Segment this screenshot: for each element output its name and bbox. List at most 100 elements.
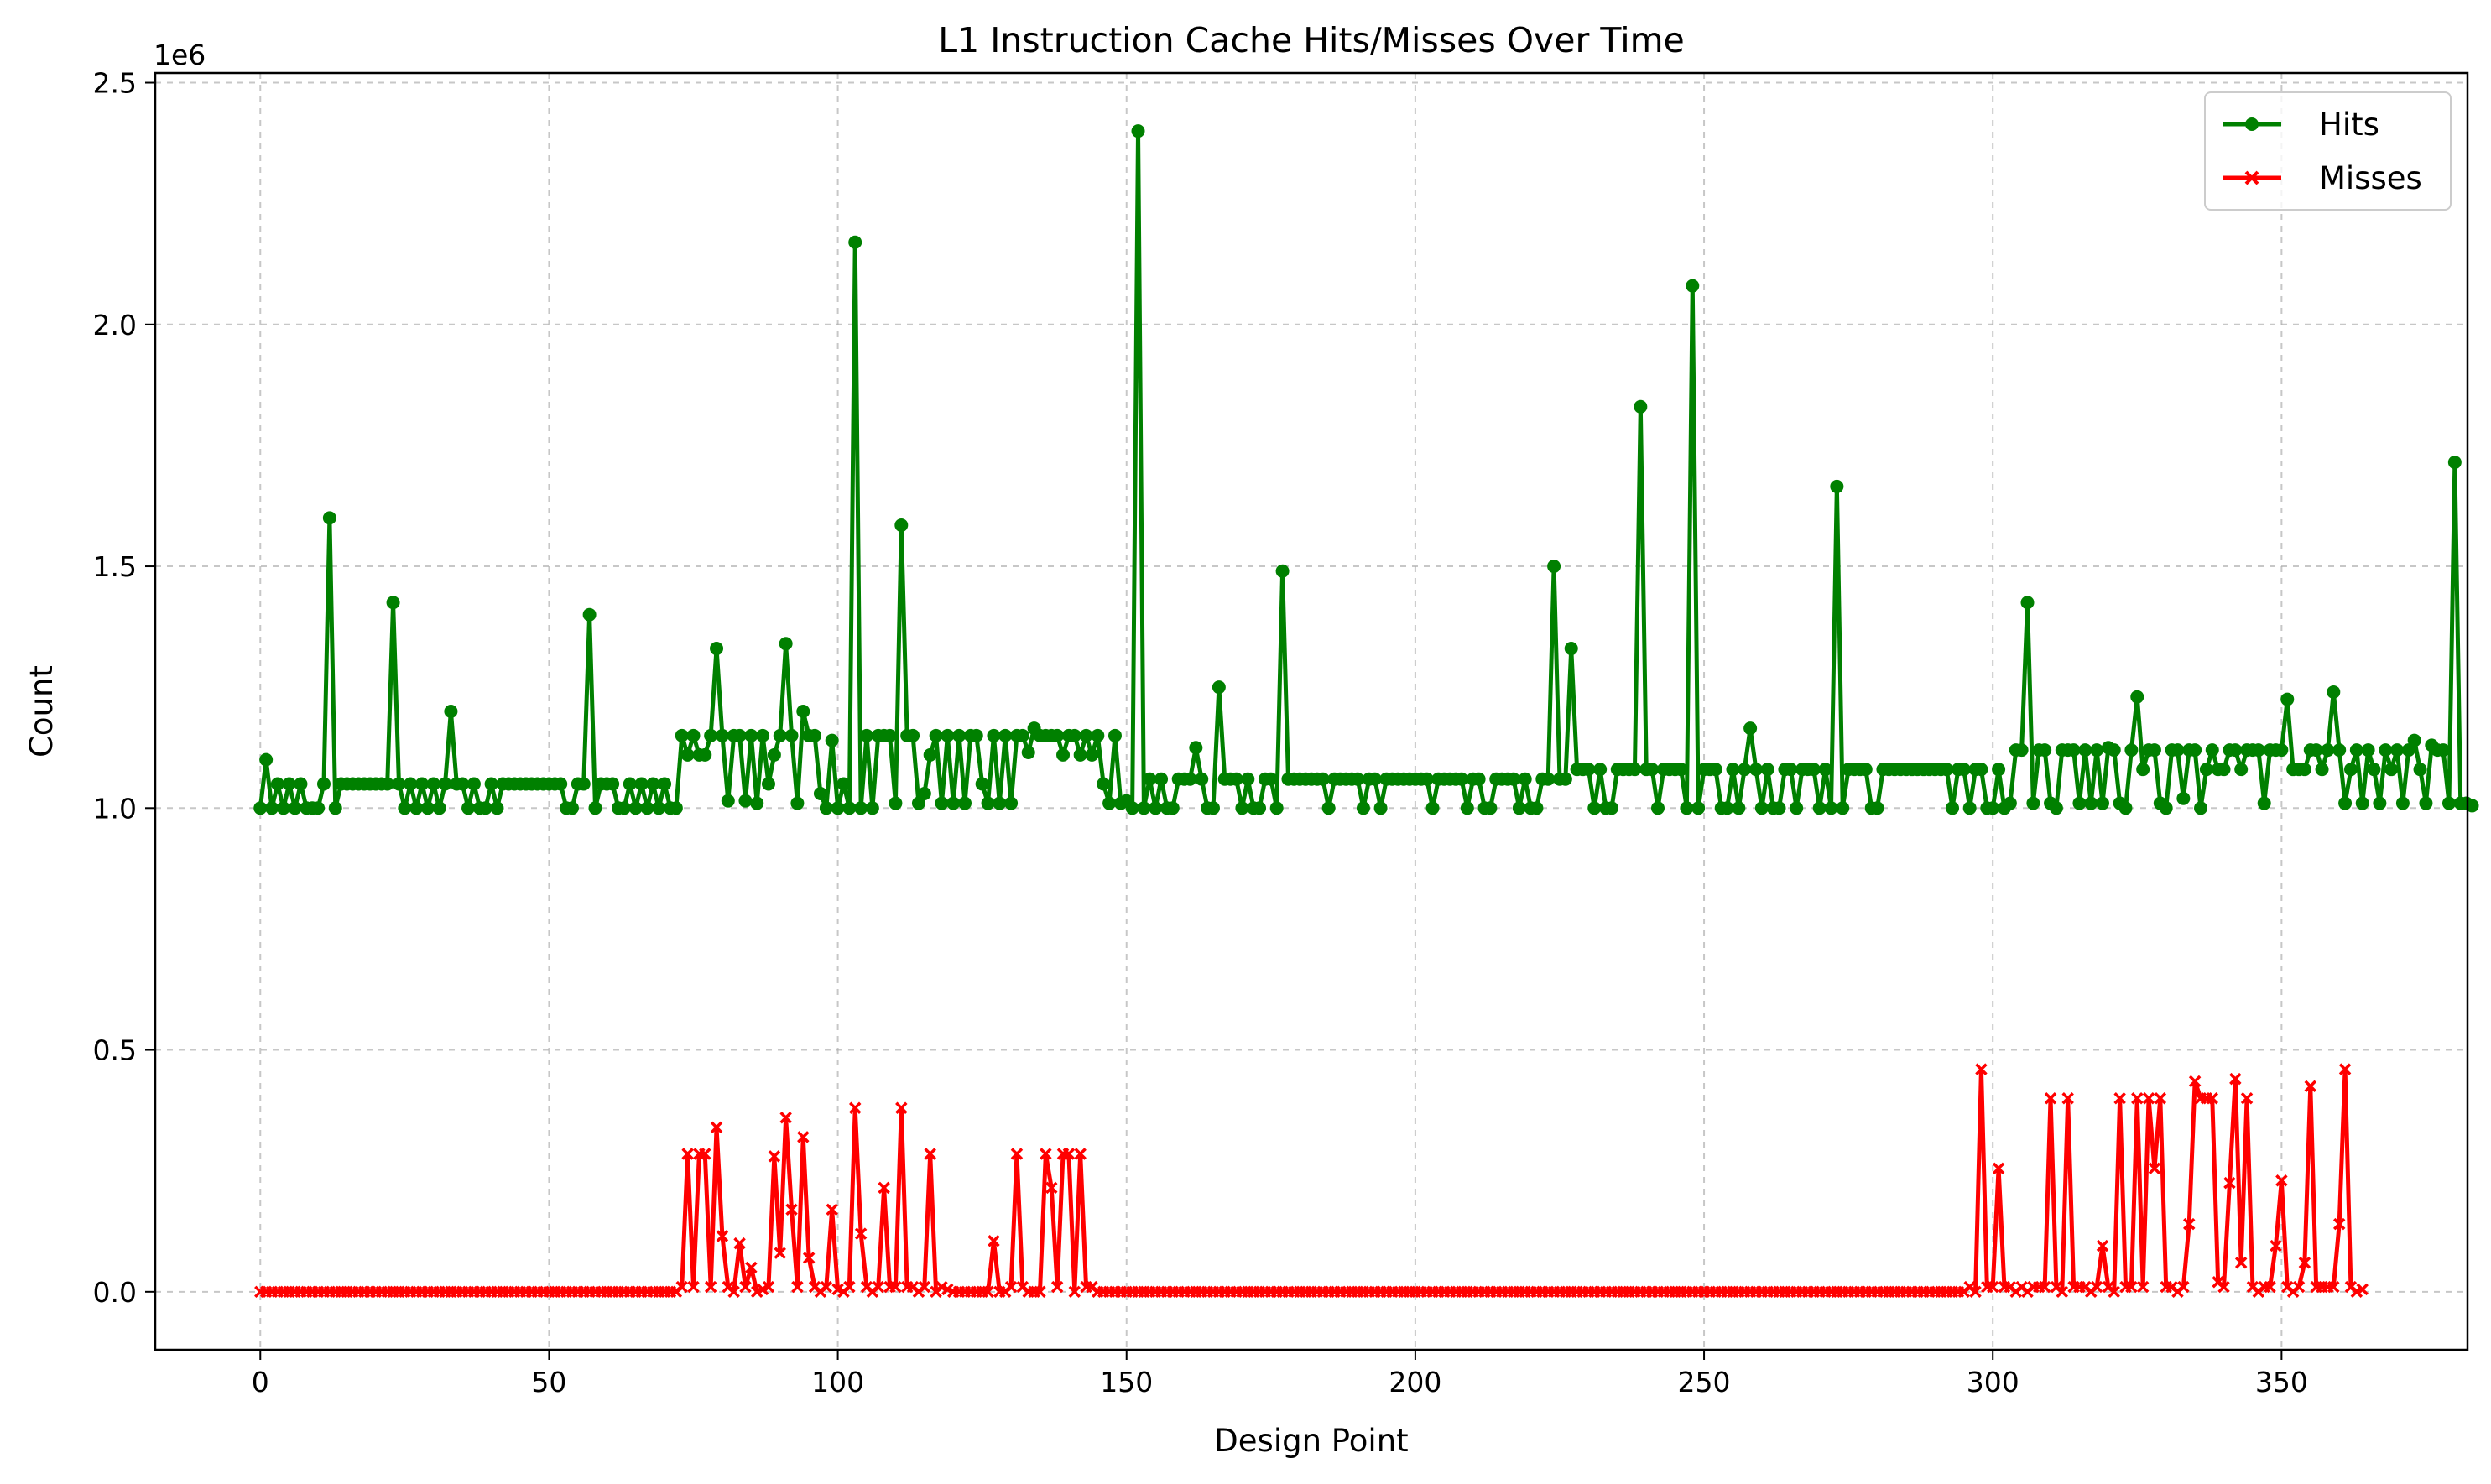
hits-point [1836,801,1850,815]
hits-point [1368,772,1382,786]
hits-point [1269,801,1284,815]
hits-point [854,801,868,815]
hits-point [1073,747,1087,762]
hits-point [935,796,949,810]
hits-point [1790,801,1804,815]
misses-point [2327,1280,2340,1294]
misses-point [2229,1072,2242,1086]
hits-point [923,747,937,762]
hits-point [2280,692,2295,706]
hits-point [1154,772,1169,786]
hits-point [1564,642,1578,656]
hits-point [1946,801,1960,815]
y-tick-label: 1.0 [93,792,137,825]
hits-point [276,801,290,815]
misses-point [2142,1091,2155,1105]
x-tick-label: 0 [252,1366,269,1398]
y-tick-label: 1.5 [93,550,137,583]
hits-point [842,801,857,815]
hits-point [1558,772,1572,786]
misses-point [2270,1239,2282,1252]
hits-point [946,796,961,810]
x-tick-label: 50 [531,1366,566,1398]
hits-point [2395,796,2410,810]
hits-point [1149,801,1163,815]
hits-point [253,801,268,815]
hits-point [1743,721,1758,736]
hits-point [2234,763,2249,777]
misses-point [745,1261,758,1274]
misses-point [802,1252,816,1264]
misses-point [2298,1256,2311,1269]
misses-point [1050,1280,1064,1294]
hits-point [259,752,274,767]
misses-point [2338,1063,2352,1075]
hits-point [767,747,781,762]
hits-point [2205,743,2219,758]
hits-point [444,705,458,718]
hits-point [675,728,689,742]
hits-point [1986,801,2000,815]
hits-point [1195,772,1209,786]
hits-point [554,777,568,791]
hits-point [981,796,995,810]
hits-point [1749,763,1763,777]
hits-point [1962,801,1977,815]
hits-point [1870,801,1884,815]
misses-point [2206,1091,2219,1105]
misses-point [2234,1256,2248,1269]
hits-point [1726,763,1740,777]
hits-point [1604,801,1618,815]
x-tick-label: 250 [1678,1366,1731,1398]
hits-point [1137,801,1151,815]
misses-point [820,1280,833,1294]
misses-point [779,1112,792,1124]
hits-point [490,801,504,815]
misses-point [854,1227,868,1240]
misses-point [681,1148,694,1160]
hits-point [698,747,712,762]
hits-point [432,801,446,815]
hits-point [311,801,326,815]
hits-point [2384,763,2399,777]
misses-point [716,1230,729,1242]
misses-point [1986,1280,1999,1294]
hits-point [715,728,729,742]
hits-point [270,777,284,791]
x-tick-label: 350 [2255,1366,2308,1398]
hits-point [796,705,810,718]
hits-point [409,801,424,815]
hits-point [750,796,764,810]
hits-point [1316,772,1330,786]
misses-point [675,1280,688,1294]
hits-point [1691,801,1706,815]
hits-point [848,235,862,249]
hits-point [617,801,631,815]
misses-point [924,1148,936,1160]
misses-point [1074,1148,1087,1160]
hits-point [1628,763,1642,777]
misses-point [1010,1148,1024,1160]
hits-point [721,794,735,808]
hits-point [2136,763,2150,777]
misses-point [918,1280,931,1294]
x-tick-label: 100 [811,1366,864,1398]
hits-point [1686,279,1700,293]
hits-point [2309,743,2323,758]
misses-point [733,1237,746,1250]
hits-point [392,777,406,791]
hits-point [640,801,654,815]
hits-point [1004,796,1019,810]
hits-point [710,642,724,656]
hits-point [2327,685,2341,699]
hits-point [606,777,620,791]
hits-point [773,728,787,742]
hits-point [634,777,649,791]
hits-point [813,787,827,801]
legend: Hits Misses [2204,91,2452,211]
hits-point [628,801,643,815]
misses-point [982,1285,994,1299]
hits-point [669,801,683,815]
hits-point [969,728,983,742]
hits-point [1015,728,1029,742]
